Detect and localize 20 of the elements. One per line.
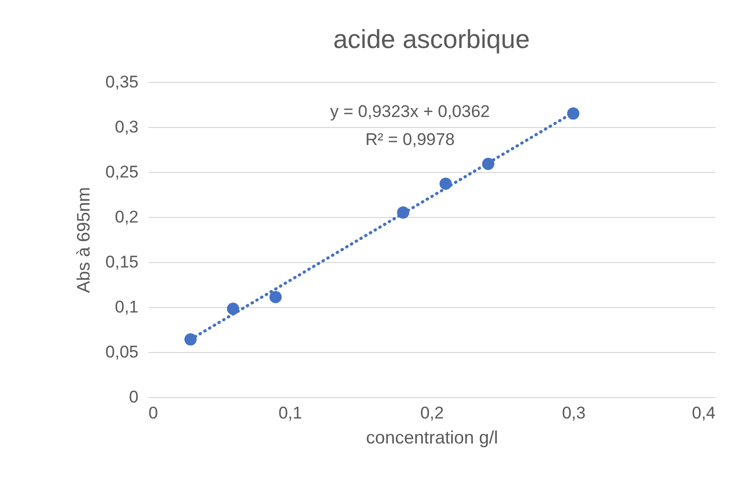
annotation: R² = 0,9978 (365, 130, 455, 149)
y-tick-label: 0,15 (105, 252, 138, 272)
x-tick-label: 0,4 (692, 404, 716, 422)
x-tick-label: 0,3 (562, 404, 586, 422)
y-tick-label: 0,1 (114, 298, 138, 316)
x-axis-title: concentration g/l (366, 428, 498, 448)
y-axis-title: Abs à 695nm (73, 186, 94, 294)
y-tick-label: 0 (129, 388, 138, 406)
x-tick-label: 0,2 (420, 404, 444, 422)
y-tick-label: 0,05 (105, 342, 138, 362)
chart-title: acide ascorbique (333, 24, 530, 54)
x-tick-label: 0 (148, 404, 158, 422)
y-tick-label: 0,2 (114, 208, 138, 226)
x-tick-label: 0,1 (278, 404, 302, 422)
y-tick-label: 0,3 (114, 118, 138, 136)
annotation: y = 0,9323x + 0,0362 (330, 102, 490, 121)
y-tick-label: 0,35 (105, 72, 138, 92)
point (567, 107, 580, 120)
y-tick-label: 0,25 (105, 162, 138, 182)
point (269, 290, 282, 304)
